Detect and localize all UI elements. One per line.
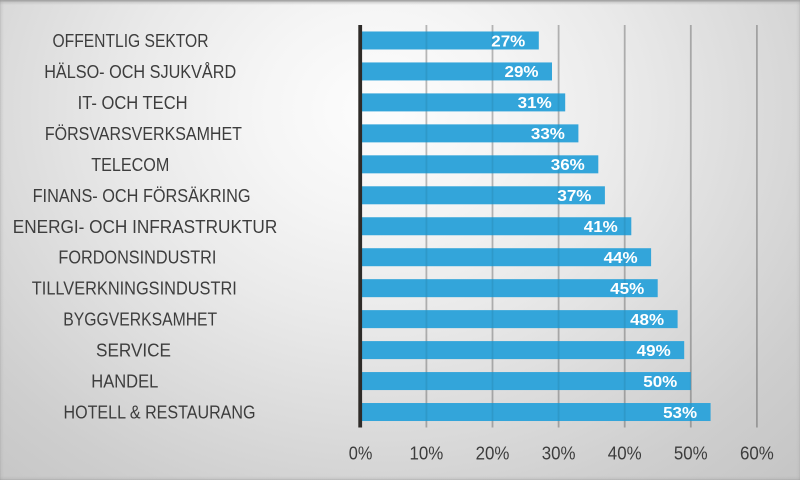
svg-text:FORDONSINDUSTRI: FORDONSINDUSTRI	[58, 247, 216, 268]
svg-text:FÖRSVARSVERKSAMHET: FÖRSVARSVERKSAMHET	[45, 123, 242, 144]
svg-text:ENERGI- OCH INFRASTRUKTUR: ENERGI- OCH INFRASTRUKTUR	[13, 216, 278, 237]
svg-text:48%: 48%	[630, 312, 664, 329]
svg-text:31%: 31%	[518, 95, 552, 112]
svg-text:50%: 50%	[674, 443, 708, 464]
svg-text:0%: 0%	[349, 443, 373, 464]
svg-text:TELECOM: TELECOM	[91, 154, 169, 175]
svg-text:60%: 60%	[740, 443, 774, 464]
svg-text:OFFENTLIG SEKTOR: OFFENTLIG SEKTOR	[53, 30, 209, 51]
svg-text:33%: 33%	[531, 126, 565, 143]
svg-text:FINANS- OCH FÖRSÄKRING: FINANS- OCH FÖRSÄKRING	[33, 185, 251, 206]
svg-text:HOTELL & RESTAURANG: HOTELL & RESTAURANG	[64, 402, 256, 423]
svg-text:37%: 37%	[557, 188, 591, 205]
svg-text:50%: 50%	[643, 374, 677, 391]
svg-text:53%: 53%	[663, 405, 697, 422]
svg-text:SERVICE: SERVICE	[96, 340, 171, 361]
svg-text:BYGGVERKSAMHET: BYGGVERKSAMHET	[63, 309, 217, 330]
svg-text:HÄLSO- OCH SJUKVÅRD: HÄLSO- OCH SJUKVÅRD	[44, 61, 236, 82]
svg-text:45%: 45%	[610, 281, 644, 298]
svg-text:10%: 10%	[410, 443, 444, 464]
svg-text:41%: 41%	[584, 219, 618, 236]
svg-text:49%: 49%	[637, 343, 671, 360]
svg-text:30%: 30%	[542, 443, 576, 464]
svg-text:40%: 40%	[608, 443, 642, 464]
svg-text:20%: 20%	[476, 443, 510, 464]
svg-text:TILLVERKNINGSINDUSTRI: TILLVERKNINGSINDUSTRI	[32, 278, 237, 299]
svg-text:27%: 27%	[491, 33, 525, 50]
svg-text:36%: 36%	[551, 157, 585, 174]
svg-text:IT- OCH TECH: IT- OCH TECH	[78, 92, 188, 113]
svg-text:29%: 29%	[505, 64, 539, 81]
svg-text:44%: 44%	[604, 250, 638, 267]
svg-text:HANDEL: HANDEL	[91, 371, 158, 392]
